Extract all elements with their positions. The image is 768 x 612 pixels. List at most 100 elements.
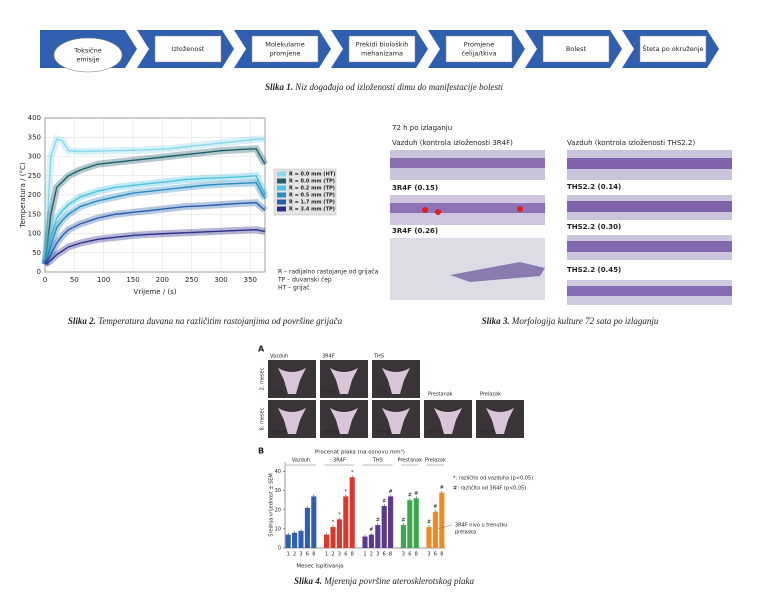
- caption-label: Slika 2.: [68, 316, 96, 326]
- series-line: [44, 201, 266, 265]
- photo-value: 9.6 %: [323, 390, 337, 396]
- significance-marker: #: [382, 498, 386, 504]
- significance-marker: *: [351, 470, 354, 476]
- flow-label: Molekularne: [265, 41, 305, 49]
- y-tick-label: 30: [275, 488, 281, 494]
- chart-note: #: različito od 3R4F (p<0,05): [453, 485, 526, 492]
- series-line: [44, 228, 266, 265]
- column-label: Prelazak: [480, 392, 501, 398]
- reference-note: 3R4F nivo u trenutku: [455, 523, 507, 529]
- caption-text: Niz događaja od izloženosti dimu do mani…: [294, 82, 503, 92]
- x-tick-label: 200: [156, 276, 169, 284]
- bar: [292, 532, 298, 548]
- bar: [330, 526, 336, 548]
- bar: [413, 498, 419, 548]
- bar: [324, 534, 330, 548]
- figure-note: R – radijalno rastojanje od grijača: [278, 269, 379, 276]
- bar: [362, 536, 368, 548]
- marker-dot: [517, 206, 523, 212]
- bar: [375, 525, 381, 548]
- photo-value: 26.8 %: [479, 430, 495, 436]
- caption-label: Slika 4.: [294, 576, 322, 586]
- legend-label: R = 0.0 mm (HT): [289, 172, 335, 178]
- x-tick-label: 6: [408, 552, 411, 558]
- y-tick-label: 20: [275, 507, 281, 513]
- series-line: [44, 138, 265, 265]
- flow-label: Toksične: [73, 47, 102, 55]
- group-label: Vazduh: [292, 458, 310, 464]
- flow-box: [445, 35, 513, 63]
- x-tick-label: 350: [244, 276, 257, 284]
- series-line: [44, 148, 266, 265]
- sample-label: THS2.2 (0.14): [567, 183, 621, 191]
- bar: [426, 526, 432, 548]
- y-axis-label: Srednja vrijednost ± SEM: [269, 473, 275, 536]
- flow-box: [639, 35, 707, 63]
- marker-dot: [435, 209, 441, 215]
- y-tick-label: 100: [28, 230, 41, 238]
- y-tick-label: 200: [28, 191, 41, 199]
- micrograph: [567, 158, 732, 169]
- legend-swatch: [277, 185, 286, 191]
- x-axis-label: Vrijeme / (s): [134, 288, 177, 296]
- x-tick-label: 3: [376, 552, 379, 558]
- caption: Slika 3. Morfologija kulture 72 sata po …: [482, 316, 659, 326]
- bar: [400, 525, 406, 548]
- y-tick-label: 40: [275, 469, 281, 475]
- sample-label: 3R4F (0.26): [392, 227, 438, 235]
- legend-swatch: [277, 206, 286, 212]
- x-tick-label: 250: [185, 276, 198, 284]
- legend-label: R = 0.5 mm (TP): [289, 193, 335, 199]
- significance-marker: #: [427, 519, 431, 525]
- bar: [304, 507, 310, 548]
- x-tick-label: 3: [338, 552, 341, 558]
- legend-swatch: [277, 192, 286, 198]
- photo-value: 7.5 %: [271, 390, 285, 396]
- series-line: [44, 175, 266, 265]
- caption: Slika 2. Temperatura duvana na različiti…: [68, 316, 343, 326]
- x-tick-label: 6: [383, 552, 386, 558]
- flow-label: Izloženost: [172, 45, 205, 53]
- significance-marker: #: [433, 504, 437, 510]
- column-label: 3R4F: [322, 354, 335, 360]
- flow-box: [542, 35, 610, 63]
- bar: [285, 534, 291, 548]
- y-tick-label: 300: [28, 153, 41, 161]
- flow-box: [251, 35, 319, 63]
- flow-label: Bolest: [566, 45, 587, 53]
- significance-marker: #: [408, 493, 412, 499]
- row-label: 8. mesec: [260, 407, 266, 430]
- sample-label: 3R4F (0.15): [392, 184, 438, 192]
- x-tick-label: 6: [344, 552, 347, 558]
- marker-dot: [422, 207, 428, 213]
- legend-swatch: [277, 178, 286, 184]
- legend-swatch: [277, 199, 286, 205]
- column-header: Vazduh (kontrola izloženosti THS2.2): [567, 139, 695, 147]
- bar: [407, 500, 413, 548]
- group-label: Prelazak: [425, 458, 446, 464]
- caption-label: Slika 3.: [482, 316, 510, 326]
- x-tick-label: 6: [306, 552, 309, 558]
- x-tick-label: 2: [331, 552, 334, 558]
- x-tick-label: 6: [434, 552, 437, 558]
- caption: Slika 4. Mjerenja površine aterosklerots…: [294, 576, 474, 586]
- micrograph-tissue: [450, 262, 545, 282]
- reference-pointer: [437, 524, 453, 530]
- chart-note: *: različito od vazduha (p<0,05): [453, 475, 533, 482]
- flow-box: [348, 35, 416, 63]
- bar: [336, 519, 342, 548]
- flow-label: mehanizama: [361, 50, 403, 58]
- x-tick-label: 100: [97, 276, 110, 284]
- x-tick-label: 0: [43, 276, 47, 284]
- caption-text: Temperatura duvana na različitim rastoja…: [98, 316, 342, 326]
- legend-label: R = 0.2 mm (TP): [289, 186, 335, 192]
- x-tick-label: 300: [214, 276, 227, 284]
- bar: [349, 477, 355, 548]
- group-label: 3R4F: [333, 458, 346, 464]
- flow-cloud: [53, 37, 123, 73]
- bar: [439, 492, 445, 548]
- photo-specimen: [330, 408, 358, 434]
- bar: [311, 496, 317, 548]
- bar: [298, 530, 304, 548]
